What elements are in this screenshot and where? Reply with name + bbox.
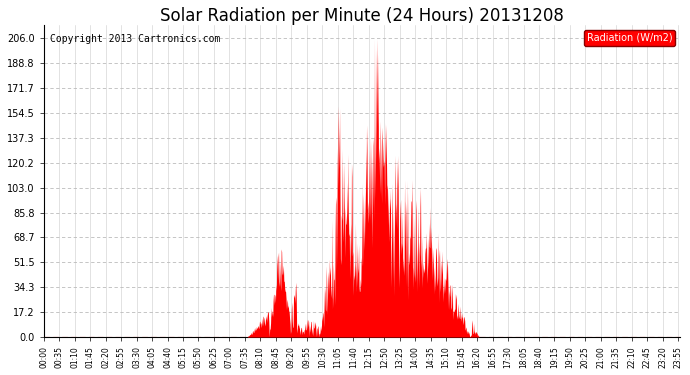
Legend: Radiation (W/m2): Radiation (W/m2) — [584, 30, 676, 46]
Text: Copyright 2013 Cartronics.com: Copyright 2013 Cartronics.com — [50, 34, 221, 45]
Title: Solar Radiation per Minute (24 Hours) 20131208: Solar Radiation per Minute (24 Hours) 20… — [160, 7, 564, 25]
